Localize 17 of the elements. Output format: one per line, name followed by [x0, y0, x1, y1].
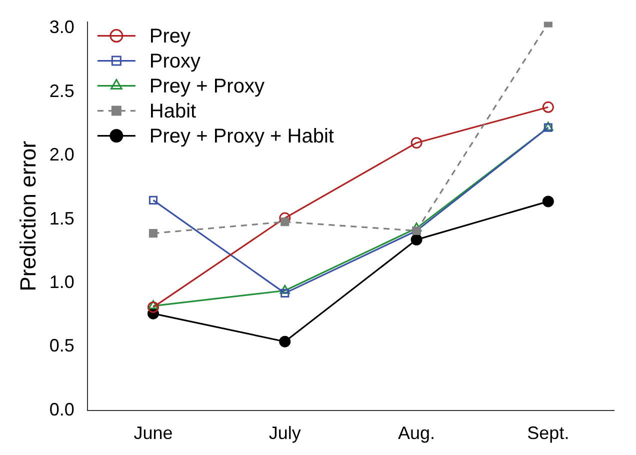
y-axis-title: Prediction error [15, 140, 40, 292]
y-tick-label: 1.0 [49, 272, 74, 292]
legend-label: Prey + Proxy [149, 75, 264, 98]
y-tick-label: 2.0 [49, 144, 74, 165]
legend-label: Proxy [149, 50, 201, 72]
legend-label: Habit [149, 100, 197, 122]
y-tick-label: 1.5 [49, 208, 74, 228]
x-tick-label: Sept. [527, 423, 570, 444]
x-tick-label: Aug. [398, 423, 436, 444]
y-tick-label: 0.5 [49, 336, 74, 356]
legend-label: Prey + Proxy + Habit [149, 125, 334, 148]
y-tick-label: 0.0 [49, 399, 74, 420]
x-tick-label: July [268, 423, 301, 444]
y-tick-label: 2.5 [49, 80, 74, 101]
y-tick-label: 3.0 [49, 17, 74, 38]
legend-label: Prey [149, 25, 191, 48]
x-tick-label: June [134, 423, 173, 444]
